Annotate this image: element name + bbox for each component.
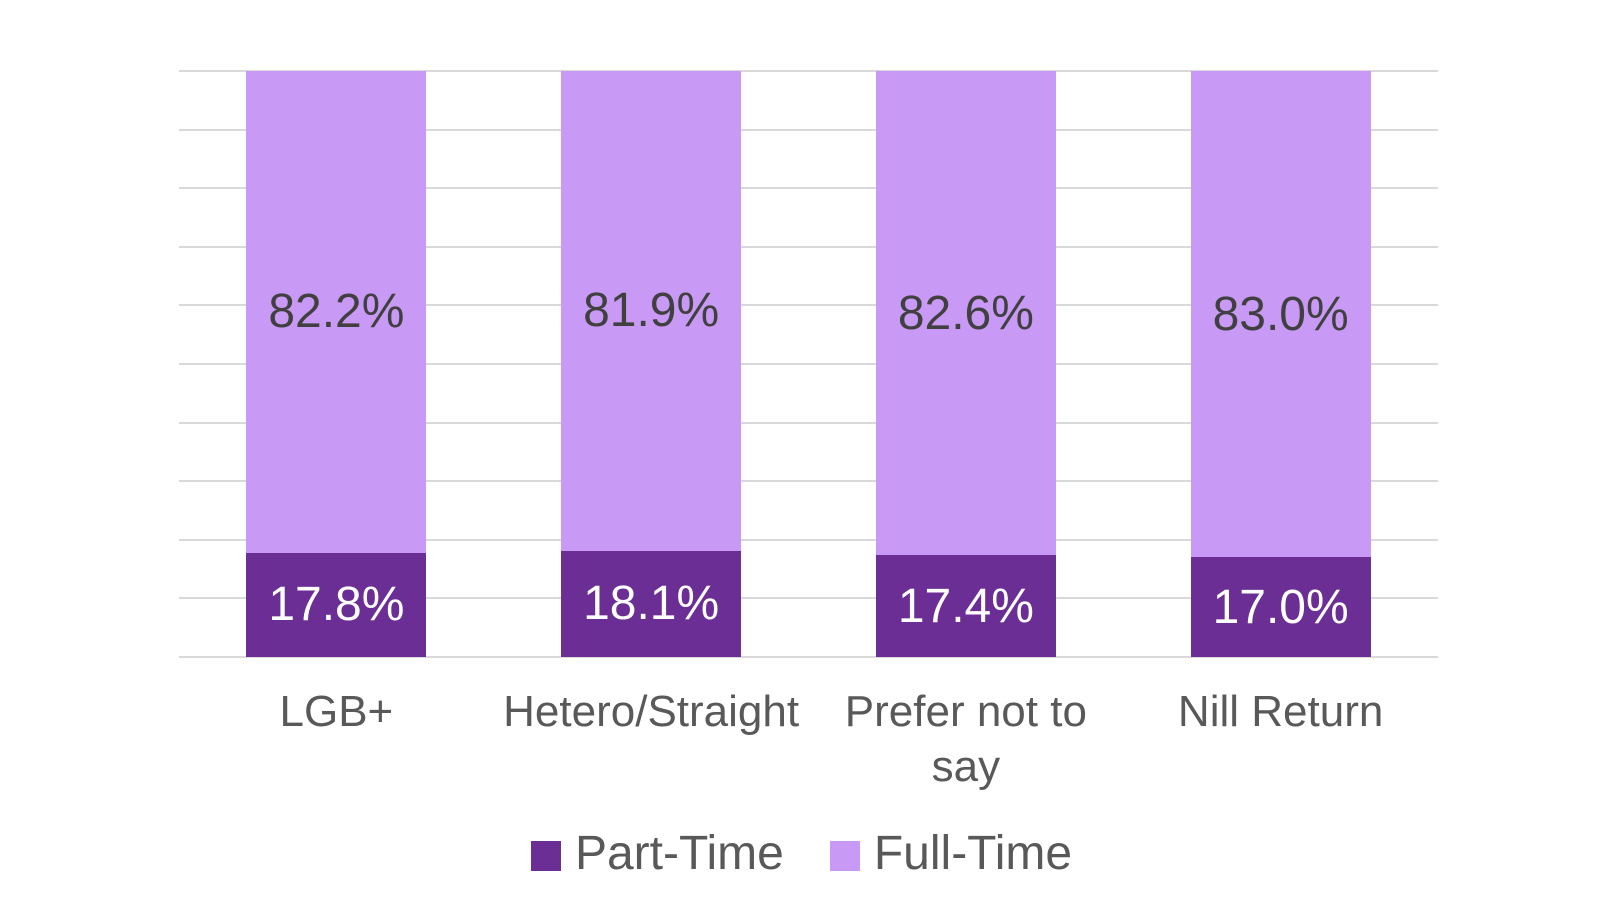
bar-segment-full-time: 82.2%: [246, 71, 427, 553]
gridline: [179, 304, 1438, 307]
bar-segment-part-time: 17.0%: [1190, 557, 1371, 657]
bar-segment-full-time: 83.0%: [1190, 71, 1371, 558]
gridline: [179, 538, 1438, 541]
category-label: LGB+: [279, 687, 394, 736]
category-label: Nill Return: [1177, 687, 1384, 736]
gridline: [179, 421, 1438, 424]
legend: Part-Time Full-Time: [0, 826, 1603, 881]
gridline: [179, 70, 1438, 72]
gridline: [179, 245, 1438, 248]
bar-segment-part-time: 17.8%: [246, 552, 427, 657]
gridline: [179, 480, 1438, 483]
value-label: 81.9%: [583, 284, 720, 338]
gridline: [179, 187, 1438, 190]
gridline: [179, 597, 1438, 600]
value-label: 18.1%: [583, 577, 720, 631]
value-label: 17.4%: [897, 579, 1034, 633]
category-label: Hetero/Straight: [503, 687, 800, 736]
value-label: 83.0%: [1212, 287, 1349, 341]
legend-label: Full-Time: [873, 827, 1073, 880]
bar-segment-full-time: 82.6%: [875, 71, 1056, 556]
category-axis: LGB+ Hetero/Straight Prefer not to say Nill…: [179, 684, 1438, 794]
gridline: [179, 656, 1438, 658]
value-label: 82.2%: [268, 285, 405, 339]
value-label: 17.0%: [1212, 580, 1349, 634]
legend-item-full-time: Full-Time: [829, 826, 1073, 881]
category-label: Prefer not to say: [844, 687, 1087, 791]
bar-segment-part-time: 18.1%: [561, 550, 742, 657]
gridline: [179, 363, 1438, 365]
legend-label: Part-Time: [574, 827, 784, 880]
legend-item-part-time: Part-Time: [530, 826, 784, 881]
bar-segment-full-time: 81.9%: [561, 71, 742, 551]
bar-segment-part-time: 17.4%: [875, 555, 1056, 657]
gridline: [179, 128, 1438, 131]
plot-area: 17.8% 82.2% 18.1% 81.9% 17.4% 82.6% 17.0% 83.0%: [179, 70, 1438, 658]
value-label: 17.8%: [268, 578, 405, 632]
value-label: 82.6%: [897, 286, 1034, 340]
legend-swatch-icon: [530, 840, 561, 871]
legend-swatch-icon: [829, 840, 860, 871]
